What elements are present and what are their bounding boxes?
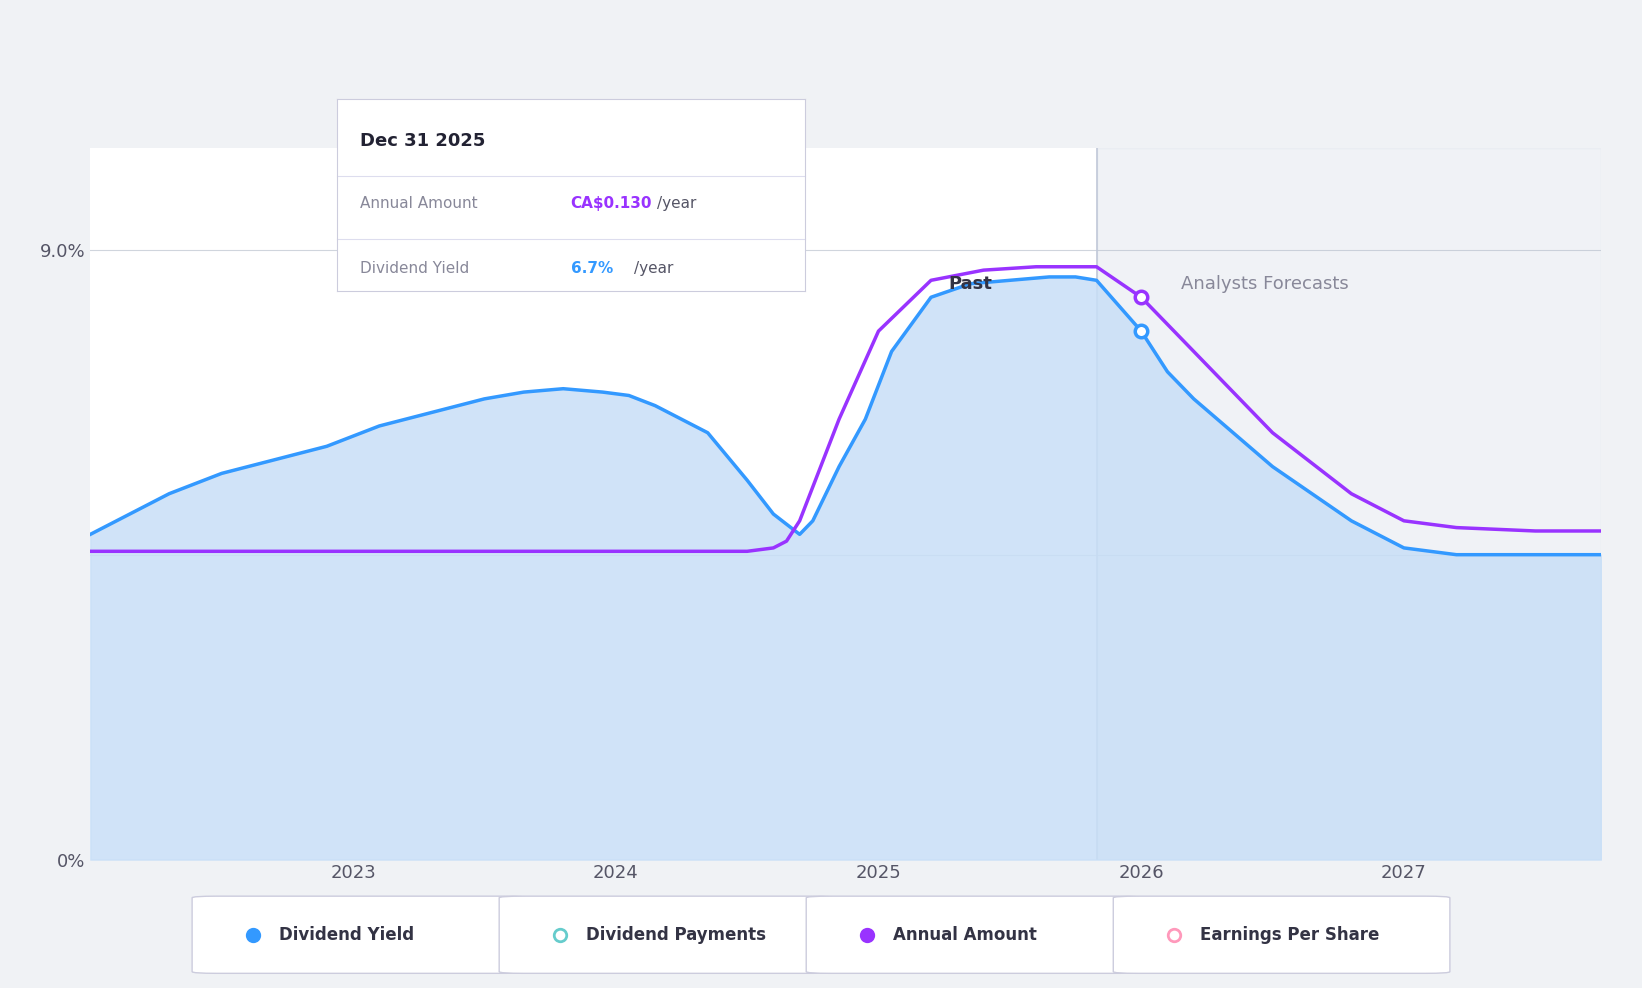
FancyBboxPatch shape: [192, 896, 529, 973]
Text: Dec 31 2025: Dec 31 2025: [360, 131, 486, 149]
Text: Past: Past: [949, 275, 992, 292]
Text: Dividend Yield: Dividend Yield: [360, 261, 470, 276]
Text: Analysts Forecasts: Analysts Forecasts: [1181, 275, 1348, 292]
Text: /year: /year: [657, 197, 696, 211]
Text: 6.7%: 6.7%: [571, 261, 612, 276]
FancyBboxPatch shape: [499, 896, 836, 973]
Text: /year: /year: [634, 261, 673, 276]
Bar: [1097, 148, 1601, 860]
Text: Dividend Payments: Dividend Payments: [586, 926, 767, 944]
Text: Earnings Per Share: Earnings Per Share: [1200, 926, 1379, 944]
Text: CA$0.130: CA$0.130: [571, 197, 652, 211]
FancyBboxPatch shape: [1113, 896, 1450, 973]
Text: Dividend Yield: Dividend Yield: [279, 926, 414, 944]
Text: Annual Amount: Annual Amount: [893, 926, 1038, 944]
FancyBboxPatch shape: [806, 896, 1143, 973]
Text: Annual Amount: Annual Amount: [360, 197, 478, 211]
